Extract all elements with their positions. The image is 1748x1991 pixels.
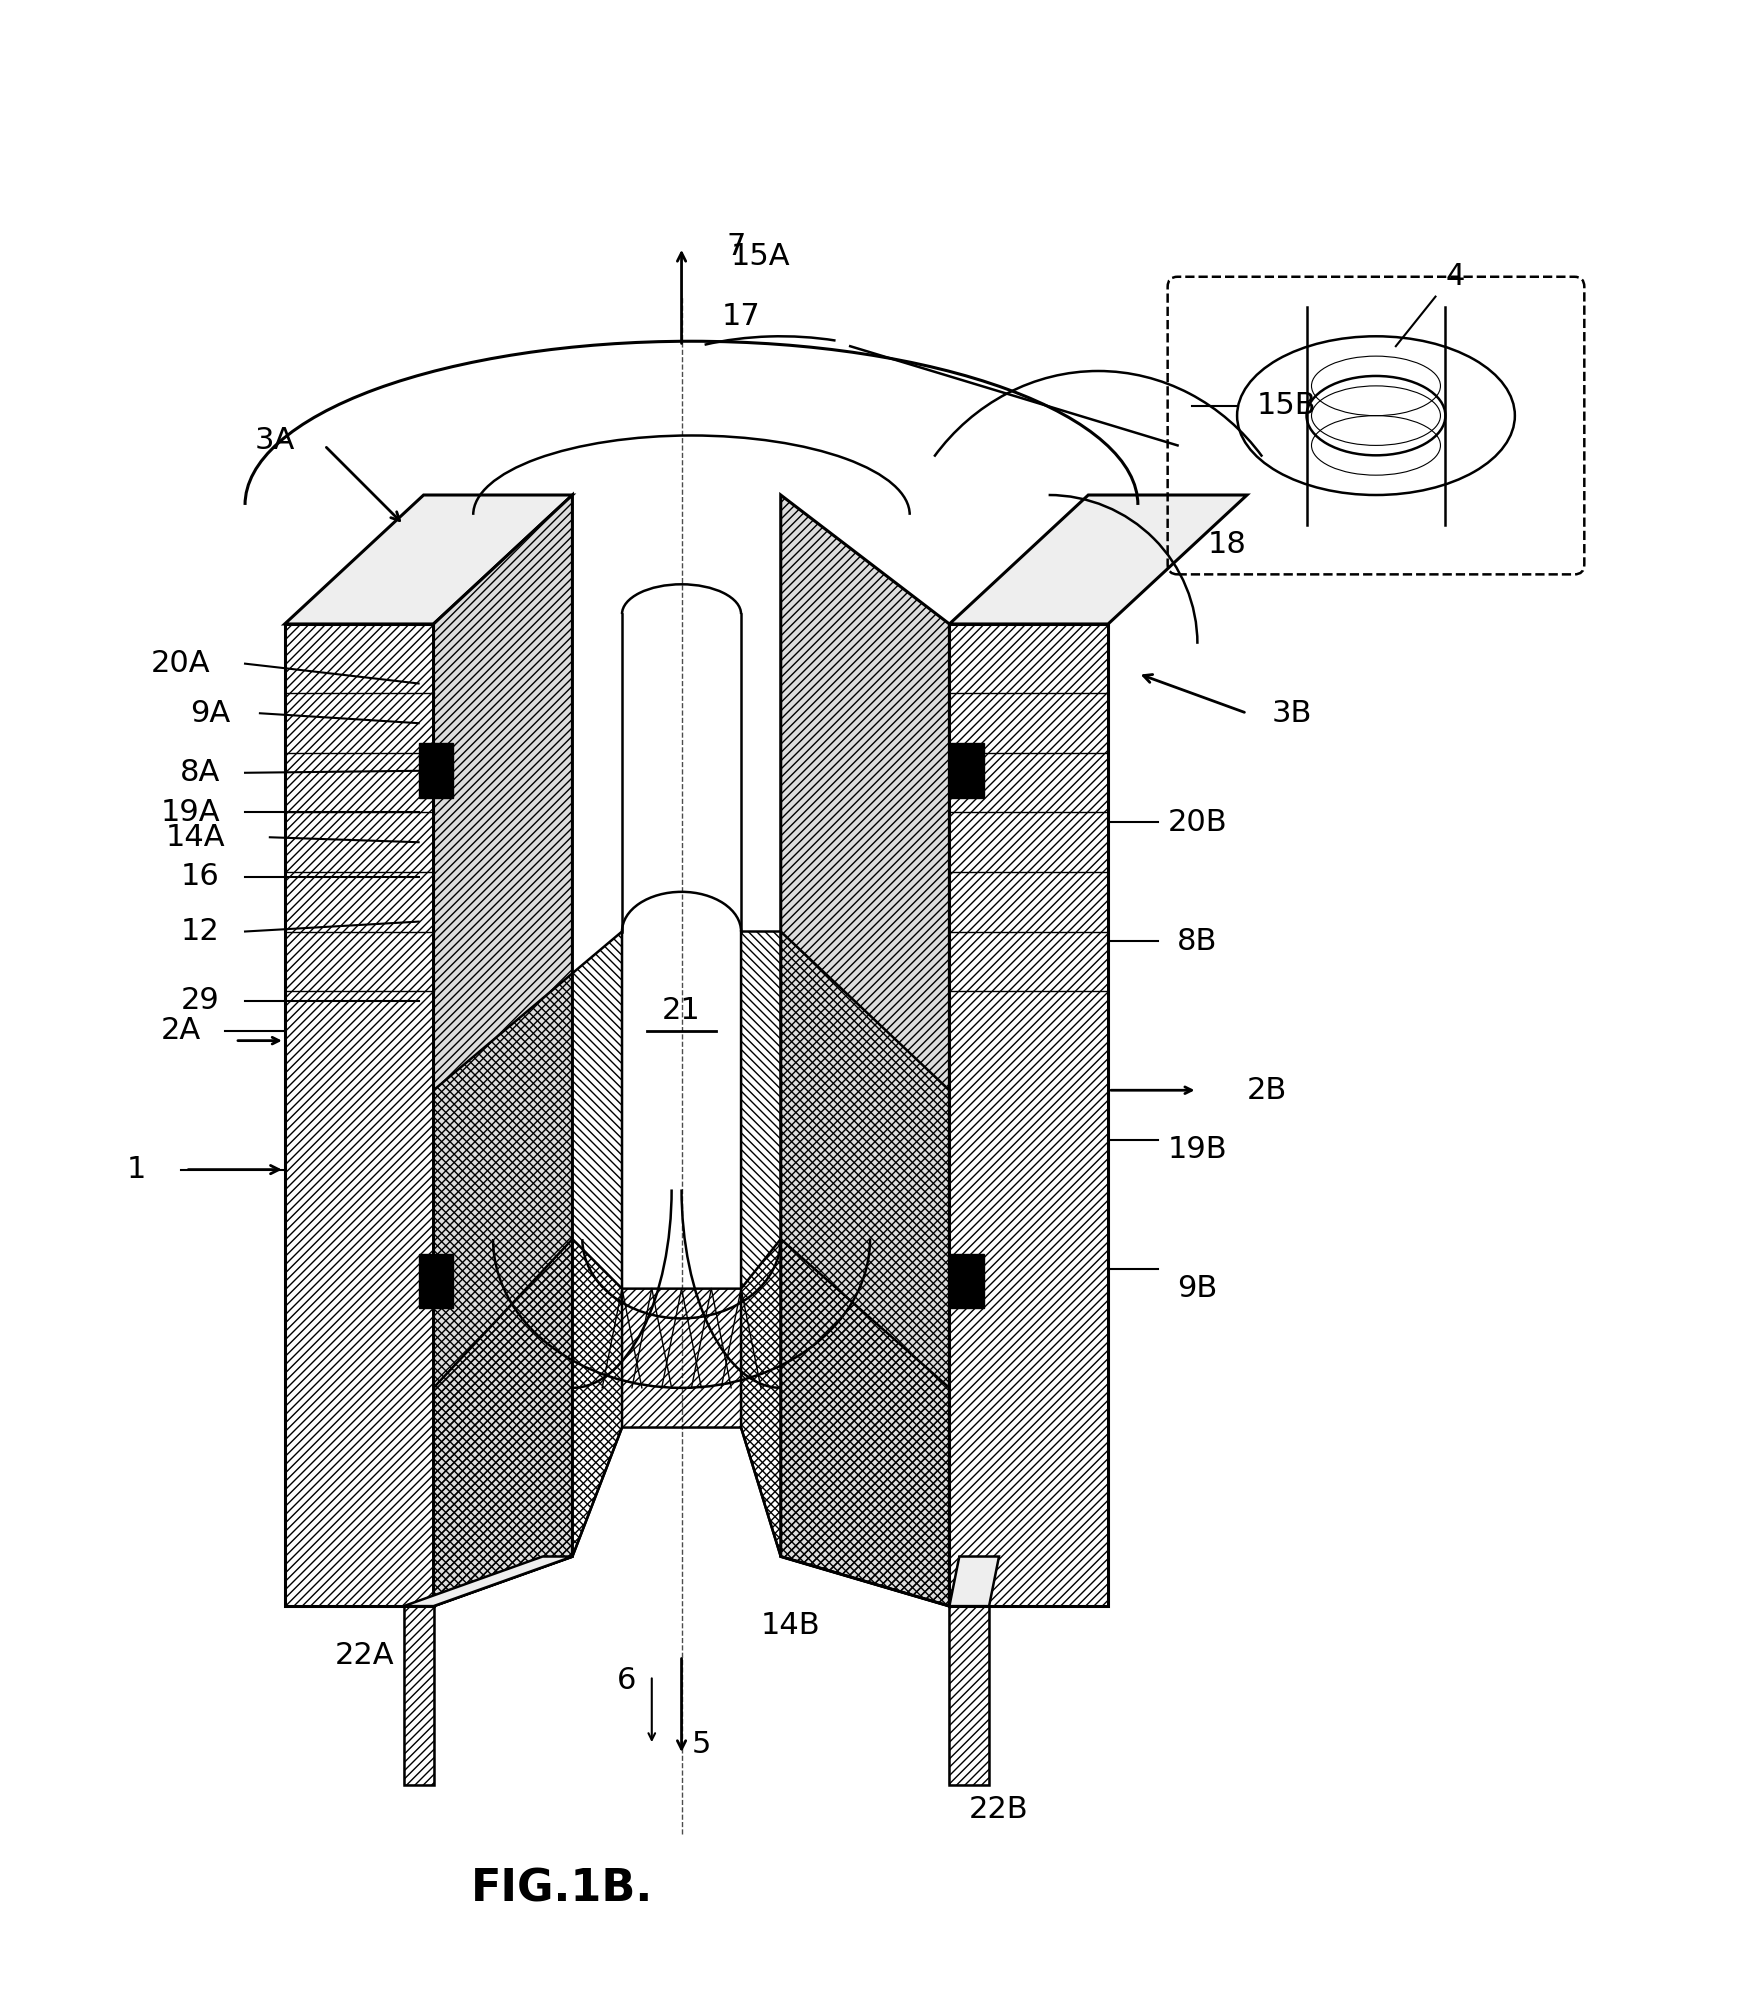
Text: 20B: 20B [1168,808,1227,836]
Text: 6: 6 [617,1666,636,1694]
Text: 15B: 15B [1257,390,1316,420]
Text: 19B: 19B [1168,1135,1227,1165]
Text: 8B: 8B [1176,928,1218,956]
Text: 19A: 19A [161,798,220,826]
Polygon shape [285,496,572,623]
Polygon shape [949,496,1246,623]
Text: 7: 7 [727,233,746,261]
Polygon shape [949,623,1108,1607]
Text: 4: 4 [1446,263,1465,291]
Text: 18: 18 [1208,530,1246,559]
Text: 14B: 14B [760,1611,820,1641]
Text: 22B: 22B [968,1796,1030,1824]
Text: 5: 5 [692,1730,711,1760]
Bar [949,1254,984,1308]
Text: 16: 16 [182,862,220,892]
Polygon shape [781,496,949,1607]
Polygon shape [949,1557,1000,1607]
Text: 20A: 20A [150,649,210,679]
Text: 9B: 9B [1178,1274,1218,1304]
Text: 8A: 8A [180,759,220,786]
Text: 1: 1 [126,1155,145,1185]
Polygon shape [285,623,434,1607]
Text: 3A: 3A [255,426,295,456]
Bar [420,743,453,798]
Text: 17: 17 [722,303,760,331]
Text: 2B: 2B [1246,1075,1287,1105]
Text: FIG.1B.: FIG.1B. [472,1868,654,1909]
Bar [949,743,984,798]
Text: 22A: 22A [334,1641,393,1670]
Polygon shape [434,496,572,1607]
Text: 29: 29 [182,986,220,1015]
Text: 14A: 14A [166,822,225,852]
Bar [420,1254,453,1308]
Text: 2A: 2A [161,1015,201,1045]
Polygon shape [404,1557,572,1607]
Text: 15A: 15A [731,243,790,271]
Text: 9A: 9A [191,699,231,729]
Text: 12: 12 [182,918,220,946]
Text: 21: 21 [662,996,701,1025]
Text: 3B: 3B [1271,699,1311,729]
